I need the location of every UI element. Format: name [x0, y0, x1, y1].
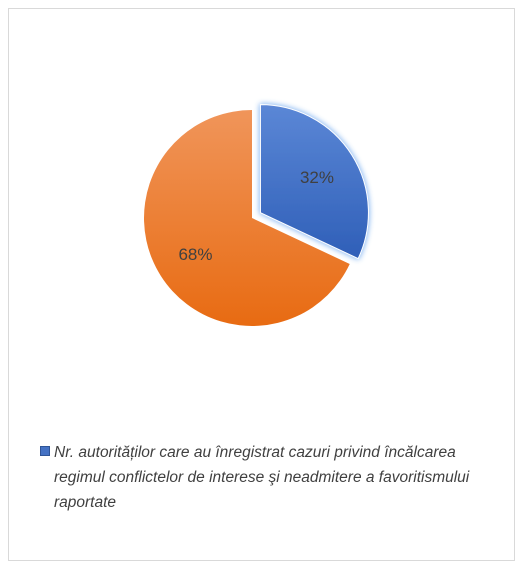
data-label-2: 68% [178, 245, 212, 264]
pie-slice-1 [259, 104, 369, 260]
data-label-1: 32% [300, 168, 334, 187]
pie-slice-2 [143, 110, 350, 326]
legend: Nr. autorităților care au înregistrat ca… [40, 440, 490, 515]
legend-label: Nr. autorităților care au înregistrat ca… [54, 444, 470, 511]
legend-swatch [40, 446, 50, 456]
